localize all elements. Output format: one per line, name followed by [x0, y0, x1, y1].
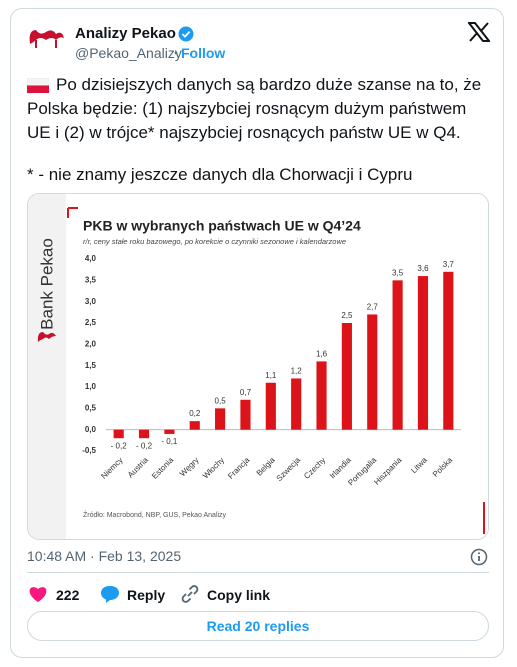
tweet-card — [10, 8, 504, 658]
bar — [265, 382, 276, 430]
value-label: 0,2 — [189, 409, 201, 418]
value-label: 1,6 — [316, 350, 328, 359]
value-label: - 0,2 — [136, 441, 153, 450]
y-tick-label: -0,5 — [82, 446, 96, 455]
bar — [316, 361, 327, 430]
y-tick-label: 3,0 — [85, 297, 97, 306]
value-label: - 0,2 — [111, 441, 128, 450]
read-replies-button[interactable]: Read 20 replies — [27, 611, 489, 641]
like-icon[interactable] — [28, 585, 48, 603]
y-tick-label: 1,5 — [85, 361, 97, 370]
handle[interactable]: @Pekao_Analizy — [75, 45, 182, 61]
bar — [392, 280, 403, 430]
divider — [27, 572, 489, 573]
bar — [367, 314, 378, 430]
value-label: - 0,1 — [161, 437, 178, 446]
copy-link-button[interactable]: Copy link — [207, 587, 271, 603]
reply-icon[interactable] — [100, 585, 120, 603]
value-label: 3,7 — [443, 260, 455, 269]
bar — [189, 421, 200, 430]
bar — [341, 323, 352, 430]
y-tick-label: 0,0 — [85, 425, 97, 434]
value-label: 1,2 — [291, 367, 303, 376]
bar — [215, 408, 226, 430]
y-tick-label: 2,5 — [85, 318, 97, 327]
polish-flag — [27, 78, 49, 93]
info-icon[interactable] — [470, 548, 488, 566]
value-label: 1,1 — [265, 371, 277, 380]
author-name[interactable]: Analizy Pekao — [75, 25, 176, 42]
avatar-logo — [29, 30, 65, 48]
bar — [138, 429, 150, 439]
y-tick-label: 2,0 — [85, 339, 97, 348]
bar — [164, 429, 175, 434]
brand-logo — [37, 332, 56, 342]
source-note: Źródło: Macrobond, NBP, GUS, Pekao Anali… — [83, 510, 227, 519]
separator-dot — [174, 51, 178, 55]
brand-band — [28, 194, 66, 539]
brand-label: Bank Pekao — [37, 238, 56, 330]
reply-button[interactable]: Reply — [127, 587, 166, 603]
x-logo[interactable] — [468, 22, 490, 42]
chart-title: PKB w wybranych państwach UE w Q4’24 — [83, 218, 361, 234]
value-label: 0,5 — [215, 396, 227, 405]
timestamp[interactable]: 10:48 AM · Feb 13, 2025 — [27, 548, 182, 564]
y-tick-label: 0,5 — [85, 403, 97, 412]
value-label: 3,5 — [392, 268, 404, 277]
y-tick-label: 1,0 — [85, 382, 97, 391]
y-tick-label: 3,5 — [85, 275, 97, 284]
tweet-text: Polska będzie: (1) najszybciej rosnącym … — [27, 99, 467, 118]
tweet-text: * - nie znamy jeszcze danych dla Chorwac… — [27, 165, 413, 184]
link-icon[interactable] — [180, 585, 200, 603]
value-label: 0,7 — [240, 388, 252, 397]
like-count[interactable]: 222 — [56, 587, 80, 603]
chart-subtitle: r/r, ceny stałe roku bazowego, po korekc… — [83, 237, 346, 246]
bar — [291, 378, 302, 430]
accent — [67, 207, 78, 218]
follow-link[interactable]: Follow — [181, 45, 226, 61]
bar — [240, 399, 251, 430]
value-label: 2,7 — [367, 303, 379, 312]
bar — [443, 271, 454, 430]
value-label: 2,5 — [341, 311, 353, 320]
tweet-text: Po dzisiejszych danych są bardzo duże sz… — [56, 75, 482, 94]
value-label: 3,6 — [417, 264, 429, 273]
chart-background — [28, 194, 488, 539]
y-tick-label: 4,0 — [85, 254, 97, 263]
tweet-text: UE i (2) w trójce* najszybciej rosnących… — [27, 123, 461, 142]
bar — [417, 276, 429, 430]
bar — [113, 429, 124, 439]
verified-badge — [178, 26, 194, 42]
chart[interactable]: Bank Pekao PKB w wybranych państwach UE … — [27, 193, 489, 540]
